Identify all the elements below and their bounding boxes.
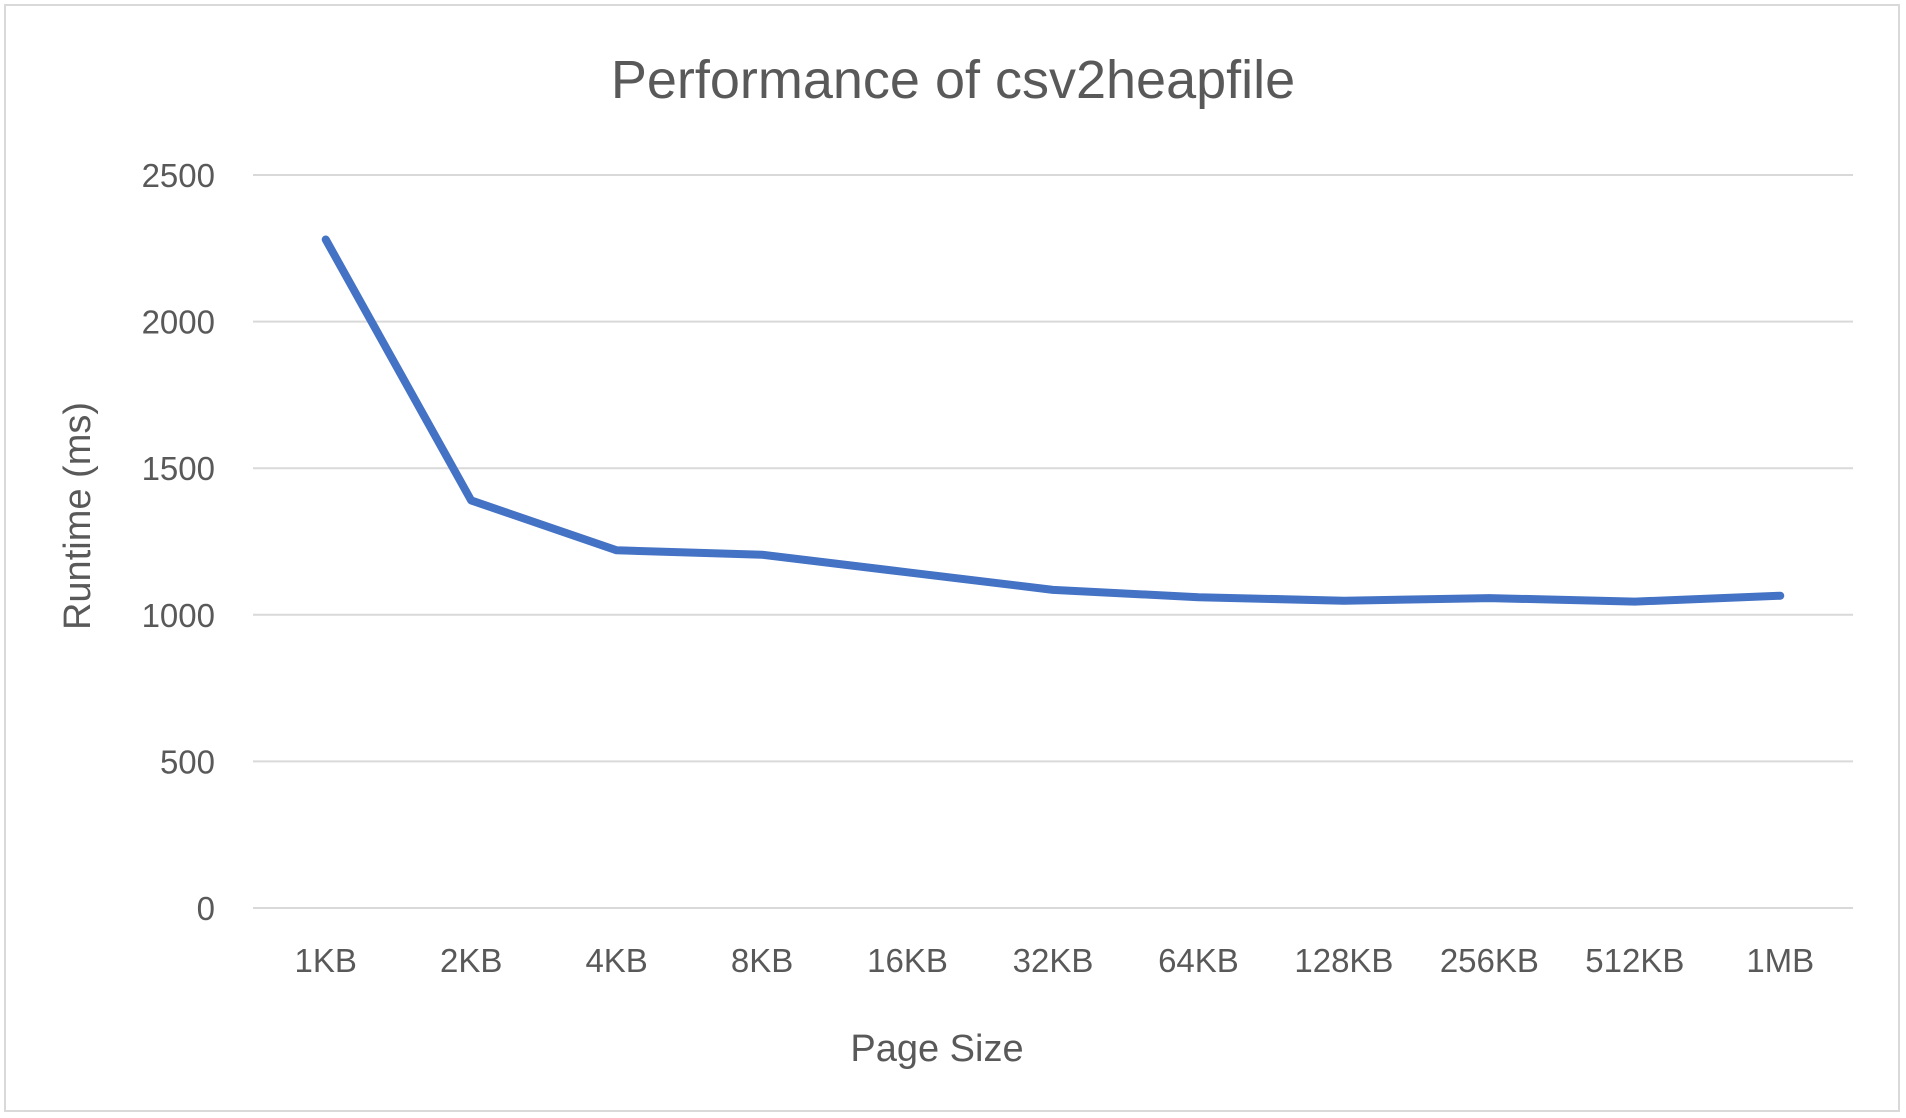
y-axis-tick-labels: 0 500 1000 1500 2000 2500 [142,157,215,927]
x-tick-label: 8KB [731,942,793,979]
x-tick-label: 1MB [1746,942,1814,979]
chart-title: Performance of csv2heapfile [611,50,1295,110]
y-tick-label: 1000 [142,597,215,634]
x-tick-label: 64KB [1158,942,1239,979]
x-tick-label: 16KB [867,942,948,979]
x-tick-label: 2KB [440,942,502,979]
gridlines [253,174,1853,909]
chart-frame [4,4,1900,1112]
y-tick-label: 2500 [142,157,215,194]
y-tick-label: 2000 [142,304,215,341]
y-axis-title: Runtime (ms) [57,402,99,630]
y-tick-label: 1500 [142,450,215,487]
x-axis-title: Page Size [850,1028,1023,1070]
series-layer [321,235,1785,606]
x-tick-label: 512KB [1585,942,1684,979]
x-tick-label: 128KB [1294,942,1393,979]
x-axis-tick-labels: 1KB 2KB 4KB 8KB 16KB 32KB 64KB 128KB 256KB 512KB 1… [295,942,1815,979]
x-tick-label: 4KB [585,942,647,979]
x-tick-label: 32KB [1013,942,1094,979]
series-line-0 [321,235,1785,606]
y-tick-label: 500 [160,743,215,780]
y-tick-label: 0 [197,890,215,927]
x-tick-label: 1KB [295,942,357,979]
x-tick-label: 256KB [1440,942,1539,979]
